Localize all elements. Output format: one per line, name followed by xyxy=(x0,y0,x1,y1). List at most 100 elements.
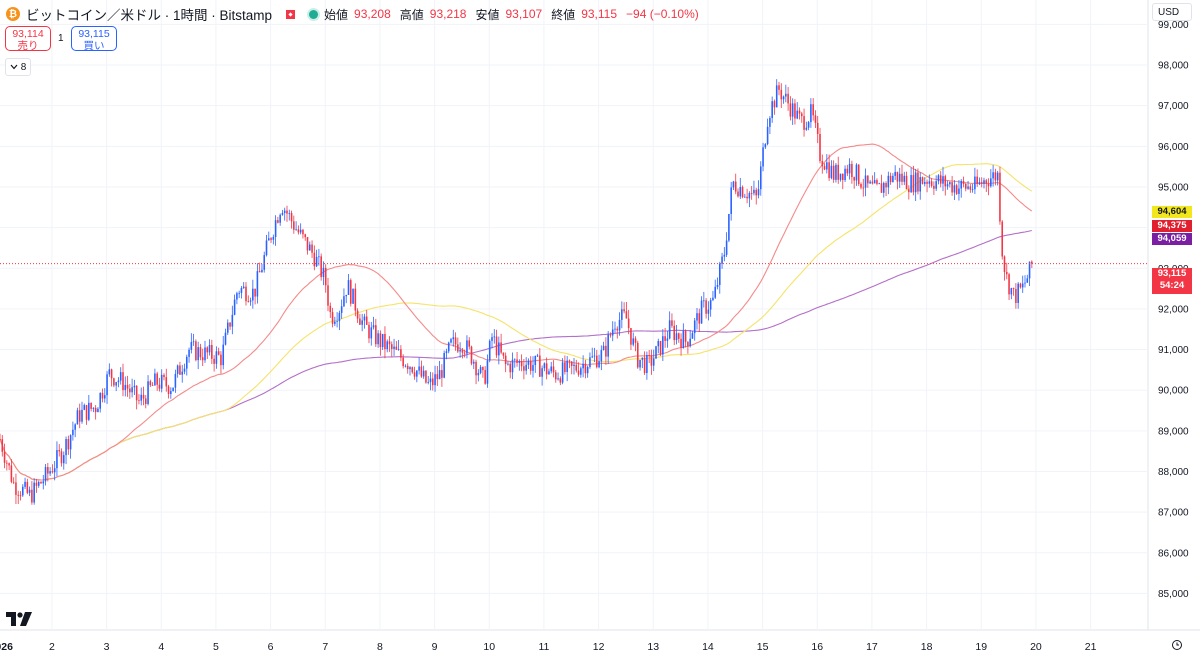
candle-body xyxy=(564,362,566,372)
candle-body xyxy=(944,176,947,187)
candle-body xyxy=(755,189,758,196)
candle-body xyxy=(953,185,956,193)
candle-body xyxy=(78,410,81,422)
candle-body xyxy=(359,318,361,325)
sell-button[interactable]: 93,114 売り xyxy=(5,26,51,52)
candle-body xyxy=(841,173,844,181)
candle-body xyxy=(636,342,639,368)
candle-body xyxy=(800,113,803,117)
candle-body xyxy=(500,342,502,353)
x-tick-label: 8 xyxy=(377,641,383,651)
ohlc-open-label: 始値 xyxy=(324,7,349,22)
candle-body xyxy=(44,467,47,482)
candle-body xyxy=(673,325,676,341)
candle-body xyxy=(115,382,117,386)
y-tick-label: 89,000 xyxy=(1158,426,1189,437)
candle-body xyxy=(773,101,776,108)
candle-body xyxy=(129,388,131,393)
flag-icon[interactable] xyxy=(286,9,296,19)
candle-body xyxy=(878,183,881,185)
symbol-title[interactable]: ビットコイン／米ドル · 1時間 · Bitstamp xyxy=(26,8,273,23)
candle-body xyxy=(769,118,771,127)
candle-body xyxy=(589,357,591,368)
candle-body xyxy=(862,187,865,189)
candle-body xyxy=(217,351,220,355)
candle-body xyxy=(352,288,354,304)
candle-body xyxy=(418,366,420,371)
candle-body xyxy=(167,386,170,394)
candle-body xyxy=(454,337,457,345)
candle-body xyxy=(397,349,400,351)
y-tick-label: 98,000 xyxy=(1158,61,1189,72)
candle-body xyxy=(609,334,612,336)
candle-body xyxy=(511,359,514,373)
moving-average-fast-line xyxy=(0,143,1033,481)
candle-body xyxy=(482,367,484,371)
x-tick-label: 14 xyxy=(702,641,714,651)
candle-body xyxy=(513,359,516,361)
candle-body xyxy=(463,352,466,354)
candle-body xyxy=(1015,288,1017,303)
candle-body xyxy=(1019,283,1022,288)
candle-body xyxy=(363,316,366,321)
indicators-toggle[interactable]: 8 xyxy=(5,58,31,76)
candle-body xyxy=(17,494,20,496)
bitcoin-icon: ₿ xyxy=(6,7,20,21)
candle-body xyxy=(675,333,678,341)
candle-body xyxy=(42,481,45,484)
candle-body xyxy=(215,351,218,364)
candle-body xyxy=(668,320,671,339)
y-tick-label: 95,000 xyxy=(1158,182,1189,193)
candle-body xyxy=(441,370,443,378)
buy-button[interactable]: 93,115 買い xyxy=(71,26,117,52)
x-tick-label: 2026 xyxy=(0,641,13,651)
candle-body xyxy=(313,252,316,267)
candle-body xyxy=(725,240,728,255)
candle-body xyxy=(6,462,8,464)
candle-body xyxy=(58,450,61,452)
candle-body xyxy=(978,182,981,185)
y-tick-label: 88,000 xyxy=(1158,467,1189,478)
y-tick-label: 87,000 xyxy=(1158,508,1189,519)
candle-body xyxy=(35,482,38,486)
candle-body xyxy=(1001,221,1004,257)
candle-body xyxy=(461,349,464,353)
clock-hand xyxy=(1176,642,1179,646)
candle-body xyxy=(787,93,789,104)
candle-body xyxy=(199,347,202,358)
candle-body xyxy=(687,341,689,347)
candle-body xyxy=(994,172,997,181)
candle-body xyxy=(416,370,418,377)
candle-body xyxy=(873,180,876,184)
market-status-icon[interactable] xyxy=(309,9,319,19)
candle-body xyxy=(279,214,281,223)
ohlc-open-value: 93,208 xyxy=(354,7,391,21)
candle-body xyxy=(226,322,229,333)
candle-body xyxy=(789,103,792,117)
candle-body xyxy=(933,185,935,189)
tradingview-logo[interactable] xyxy=(6,612,32,626)
x-tick-label: 2 xyxy=(49,641,55,651)
candle-body xyxy=(1026,278,1029,283)
candle-body xyxy=(281,212,284,215)
candle-body xyxy=(85,405,88,420)
candle-body xyxy=(388,341,391,345)
candle-body xyxy=(536,355,539,357)
candle-body xyxy=(507,363,509,365)
candle-body xyxy=(336,321,338,322)
x-tick-label: 9 xyxy=(432,641,438,651)
candle-body xyxy=(696,313,698,321)
candle-body xyxy=(1017,283,1019,303)
currency-selector[interactable]: USD xyxy=(1152,3,1192,21)
candle-body xyxy=(730,187,732,214)
candle-body xyxy=(657,340,660,347)
candle-body xyxy=(406,365,409,370)
candle-body xyxy=(869,181,871,184)
candle-body xyxy=(664,336,666,341)
candle-body xyxy=(805,127,808,130)
candle-body xyxy=(659,340,662,355)
x-tick-label: 17 xyxy=(866,641,878,651)
candle-body xyxy=(372,325,375,328)
candle-body xyxy=(94,407,97,413)
